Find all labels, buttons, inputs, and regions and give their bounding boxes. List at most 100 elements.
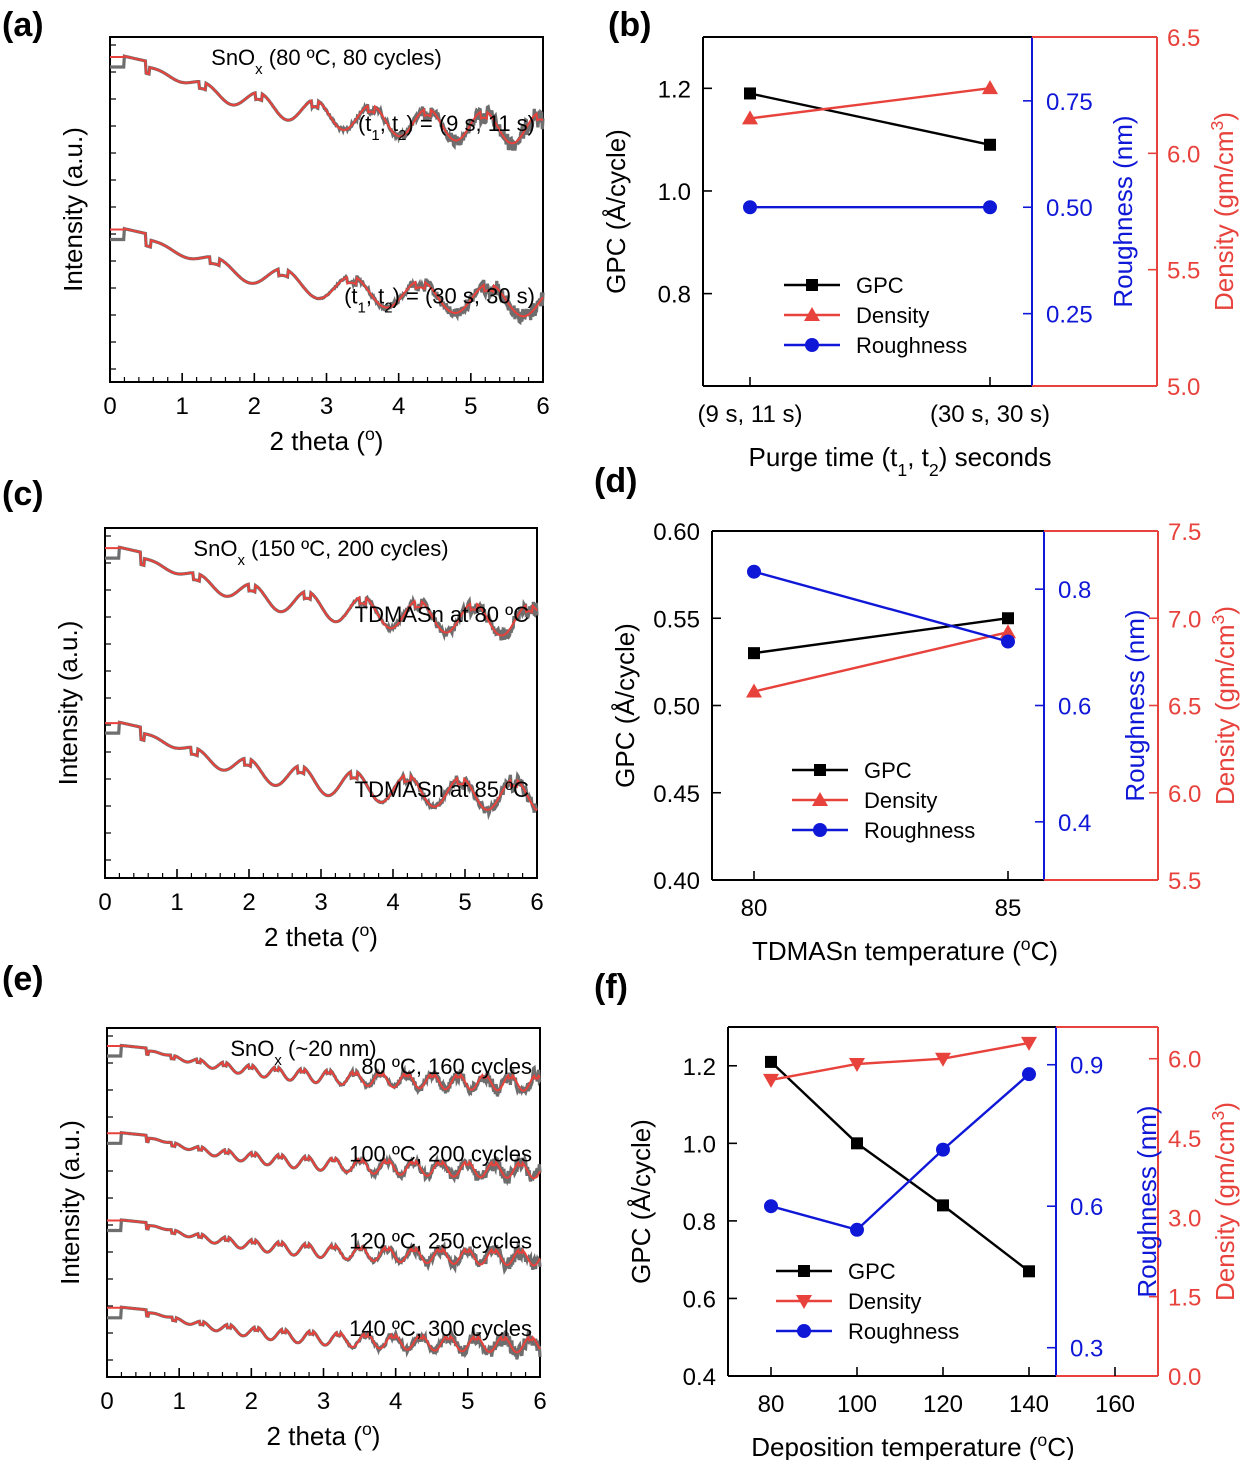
x-tick-label: 2 (248, 393, 261, 420)
series-marker-roughness (1022, 1067, 1036, 1082)
x-tick-label: 6 (533, 1388, 546, 1415)
series-marker-roughness (747, 564, 761, 579)
x-tick-label: 1 (175, 393, 188, 420)
roughness-tick-label: 0.25 (1046, 302, 1093, 329)
y-axis-label: Intensity (a.u.) (53, 621, 83, 786)
y-tick-label: 0.8 (658, 282, 691, 309)
x-tick-label: 4 (392, 393, 405, 420)
x-tick-label: 5 (464, 393, 477, 420)
x-tick-label: 85 (995, 895, 1022, 922)
series-marker-gpc (1023, 1265, 1035, 1278)
panel-label-a: (a) (2, 6, 44, 44)
density-tick-label: 7.0 (1168, 606, 1201, 633)
legend-marker (812, 792, 828, 806)
panel-e: 0 1 2 3 4 5 6 2 theta (o) Intensity (a.u.) 80 ºC,… (55, 1027, 547, 1451)
y-axis-label: Intensity (a.u.) (55, 1120, 85, 1285)
density-tick-label: 5.0 (1167, 374, 1200, 401)
density-tick-label: 7.5 (1168, 519, 1201, 546)
legend-label: Density (864, 788, 937, 813)
legend-label: Roughness (856, 333, 967, 358)
legend-marker (813, 823, 827, 837)
density-tick-label: 6.0 (1168, 1047, 1201, 1074)
curve-label: 80 ºC, 160 cycles (361, 1054, 532, 1079)
series-line-density (770, 1041, 1030, 1082)
y-tick-label: 0.60 (653, 519, 700, 546)
series-marker-gpc (748, 647, 760, 660)
curve-label: TDMASn at 80 ºC (355, 602, 529, 627)
y-tick-label: 0.8 (683, 1209, 716, 1236)
density-tick-label: 3.0 (1168, 1205, 1201, 1232)
gpc-axis-title: GPC (Å/cycle) (601, 129, 631, 294)
x-tick-label: (9 s, 11 s) (698, 401, 803, 428)
x-tick-label: 0 (98, 889, 111, 916)
fit-curve (107, 1306, 541, 1354)
y-tick-label: 0.4 (683, 1364, 716, 1391)
series-line-density (753, 631, 1009, 693)
fit-curve (105, 546, 538, 637)
x-tick-label: 6 (536, 393, 549, 420)
roughness-axis-title: Roughness (nm) (1132, 1105, 1162, 1297)
series-marker-density (1000, 624, 1016, 639)
series-marker-density (742, 110, 758, 125)
y-tick-label: 0.40 (653, 868, 700, 895)
roughness-tick-label: 0.6 (1058, 694, 1091, 721)
legend-label: Density (848, 1289, 921, 1314)
legend-marker (814, 764, 826, 776)
legend-marker (804, 307, 820, 321)
annotation: SnOx (150 ºC, 200 cycles) (193, 536, 448, 569)
x-tick-label: (30 s, 30 s) (930, 401, 1050, 428)
x-axis-title: TDMASn temperature (oC) (752, 934, 1058, 966)
roughness-tick-label: 0.6 (1070, 1194, 1103, 1221)
gpc-axis-title: GPC (Å/cycle) (626, 1119, 656, 1284)
x-axis-label: 2 theta (o) (267, 1419, 381, 1451)
series-marker-gpc (744, 87, 756, 100)
y-tick-label: 0.50 (653, 694, 700, 721)
y-tick-label: 0.45 (653, 781, 700, 808)
roughness-axis-title: Roughness (nm) (1108, 115, 1138, 307)
fit-curve (107, 1044, 541, 1092)
legend-label: GPC (848, 1259, 896, 1284)
series-marker-roughness (764, 1199, 778, 1214)
x-axis-title: Deposition temperature (oC) (751, 1430, 1074, 1460)
x-tick-label: 0 (103, 393, 116, 420)
curve-label: 100 ºC, 200 cycles (349, 1141, 532, 1166)
y-tick-label: 1.0 (683, 1131, 716, 1158)
density-tick-label: 5.5 (1168, 868, 1201, 895)
x-axis-label: 2 theta (o) (270, 424, 384, 456)
legend-label: GPC (856, 273, 904, 298)
series-marker-density (935, 1052, 951, 1067)
panel-c: 0 1 2 3 4 5 6 2 theta (o) Intensity (a.u.) TDMASn… (53, 527, 544, 952)
series-line-gpc (770, 1061, 1030, 1273)
series-marker-density (746, 683, 762, 698)
curve-label: (t1, t2) = (9 s, 11 s) (358, 111, 535, 144)
roughness-tick-label: 0.9 (1070, 1053, 1103, 1080)
series-marker-gpc (937, 1199, 949, 1212)
x-tick-label: 6 (530, 889, 543, 916)
x-tick-label: 5 (461, 1388, 474, 1415)
density-tick-label: 6.5 (1167, 25, 1200, 52)
x-tick-label: 160 (1095, 1391, 1135, 1418)
series-marker-density (849, 1058, 865, 1073)
panel-f: 0.4 0.6 0.8 1.0 1.2 0.3 0.6 0.9 0.0 1.5 3.0 4.5 6.0 G… (626, 1026, 1240, 1460)
y-tick-label: 1.2 (683, 1054, 716, 1081)
y-tick-label: 0.6 (683, 1286, 716, 1313)
y-tick-label: 1.0 (658, 179, 691, 206)
fit-curve (107, 1218, 541, 1267)
x-tick-label: 80 (741, 895, 768, 922)
legend-marker (797, 1324, 811, 1338)
y-axis-label: Intensity (a.u.) (58, 127, 88, 292)
x-tick-label: 4 (389, 1388, 402, 1415)
roughness-tick-label: 0.50 (1046, 195, 1093, 222)
series-marker-roughness (743, 200, 757, 215)
panel-label-c: (c) (2, 475, 44, 513)
x-tick-label: 3 (320, 393, 333, 420)
series-marker-density (1021, 1036, 1037, 1051)
x-tick-label: 4 (386, 889, 399, 916)
density-axis-title: Density (gm/cm3) (1207, 112, 1239, 311)
y-tick-label: 1.2 (658, 76, 691, 103)
legend-marker (806, 279, 818, 291)
curve-label: TDMASn at 85 ºC (355, 777, 529, 802)
gpc-axis-title: GPC (Å/cycle) (610, 623, 640, 788)
x-tick-label: 3 (317, 1388, 330, 1415)
curve-label: (t1, t2) = (30 s, 30 s) (344, 284, 535, 317)
